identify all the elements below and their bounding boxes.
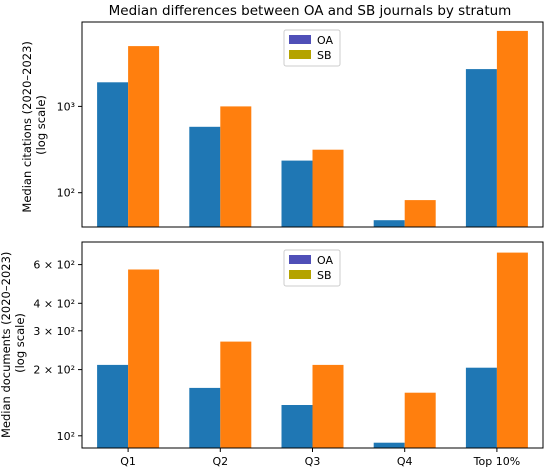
citations-y-label-line2: (log scale) [34,95,48,155]
citations-bar-oa-q4 [373,220,405,227]
citations-legend-label-oa: OA [317,34,333,47]
documents-bar-sb-q3 [312,364,344,448]
documents-ytick-label: 10² [57,430,75,443]
documents-bar-sb-top-10 [496,252,528,448]
documents-bar-sb-q4 [404,392,436,448]
documents-y-label-line1: Median documents (2020–2023) [0,252,13,438]
svg-text:Median citations (2020–2023): Median citations (2020–2023) (log scale) [20,37,48,212]
xtick-label-q3: Q3 [305,455,321,468]
documents-bar-oa-q3 [281,405,313,448]
citations-ytick-label: 10³ [57,100,75,113]
documents-y-axis-label: Median documents (2020–2023) (log scale) [0,248,27,438]
citations-bar-sb-q2 [220,106,252,227]
citations-bar-sb-top-10 [496,30,528,228]
citations-legend-label-sb: SB [317,49,332,62]
documents-bar-oa-q1 [97,364,129,448]
svg-text:Median documents (2020–2023): Median documents (2020–2023) (log scale) [0,248,27,438]
xtick-label-q1: Q1 [120,455,136,468]
citations-bar-sb-q1 [128,46,160,227]
citations-bar-oa-top-10 [465,69,497,227]
documents-legend: OA SB [283,249,341,287]
citations-bar-sb-q3 [312,149,344,227]
citations-bar-sb-q4 [404,200,436,227]
documents-legend-label-sb: SB [317,269,332,282]
documents-bar-oa-q2 [189,387,221,448]
documents-ytick-label: 3 × 10² [33,325,75,338]
xtick-label-q4: Q4 [397,455,413,468]
citations-bar-oa-q3 [281,160,313,227]
documents-legend-label-oa: OA [317,254,333,267]
xtick-label-q2: Q2 [212,455,228,468]
documents-ytick-label: 4 × 10² [33,297,75,310]
documents-bar-sb-q2 [220,341,252,448]
citations-ytick-label: 10² [57,187,75,200]
citations-legend: OA SB [283,29,341,67]
documents-bar-sb-q1 [128,269,160,448]
xtick-label-top-10: Top 10% [473,455,521,468]
citations-axes-frame [81,21,544,228]
citations-legend-swatch-oa [289,35,311,44]
documents-ytick-label: 6 × 10² [33,259,75,272]
citations-bar-oa-q2 [189,126,221,227]
citations-y-axis-label: Median citations (2020–2023) (log scale) [20,37,48,213]
citations-legend-swatch-sb [289,50,311,59]
documents-y-label-line2: (log scale) [13,313,27,373]
x-axis-ticks: Q1 Q2 Q3 Q4 Top 10% [120,448,520,468]
documents-bar-oa-top-10 [465,367,497,448]
figure-title: Median differences between OA and SB jou… [109,3,512,19]
citations-bar-oa-q1 [97,82,129,227]
documents-legend-swatch-sb [289,270,311,279]
documents-ytick-label: 2 × 10² [33,364,75,377]
documents-legend-swatch-oa [289,255,311,264]
documents-bar-oa-q4 [373,442,405,448]
documents-panel: Median documents (2020–2023) (log scale)… [0,241,544,449]
citations-y-label-line1: Median citations (2020–2023) [20,41,34,213]
citations-panel: Median citations (2020–2023) (log scale)… [20,21,544,228]
